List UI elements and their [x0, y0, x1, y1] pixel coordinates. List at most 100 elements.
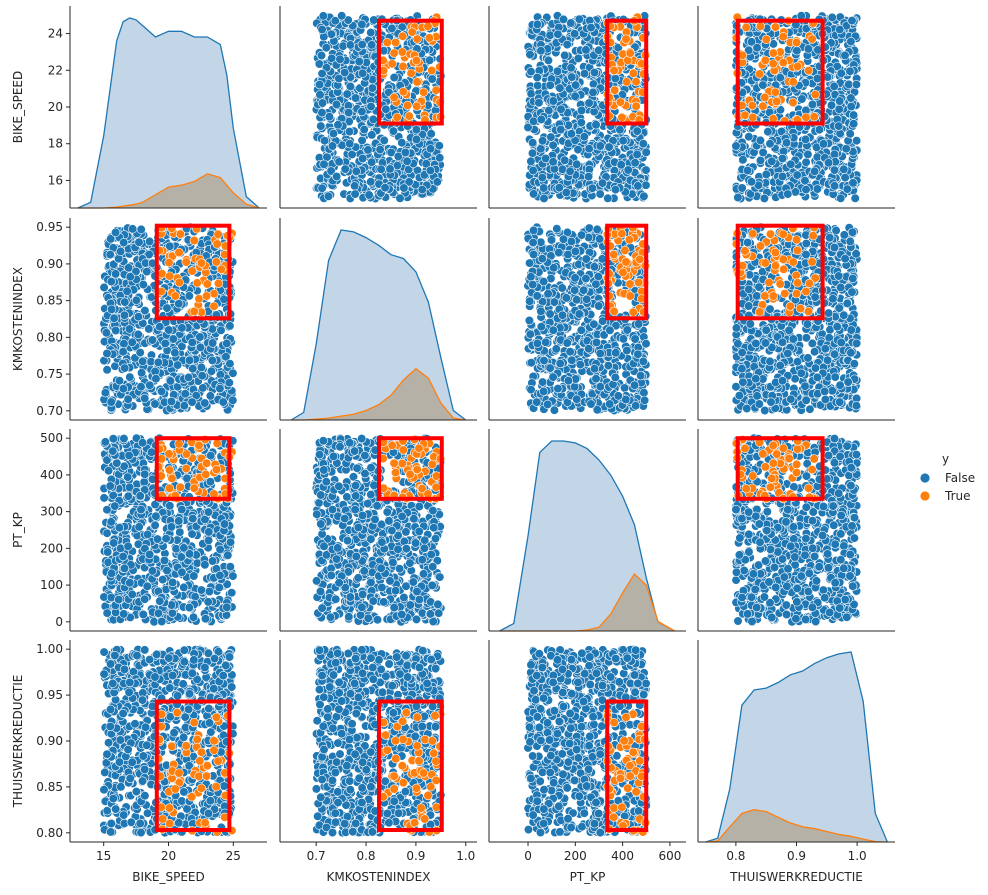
- point-false: [205, 391, 215, 401]
- point-false: [618, 136, 628, 146]
- point-true: [770, 22, 781, 32]
- panel-bike-speed-vs-kmkostenindex: [279, 6, 477, 209]
- point-false: [767, 156, 777, 166]
- point-false: [359, 125, 369, 135]
- point-false: [411, 125, 422, 135]
- y-tick-label: 16: [48, 173, 63, 187]
- point-false: [118, 347, 128, 357]
- point-false: [835, 96, 845, 106]
- y-tick-label: 18: [48, 137, 63, 151]
- point-false: [151, 374, 161, 384]
- point-false: [605, 399, 615, 409]
- point-true: [391, 37, 401, 48]
- point-true: [609, 306, 619, 317]
- point-false: [636, 371, 646, 381]
- point-false: [548, 140, 558, 150]
- point-false: [525, 296, 535, 306]
- point-false: [358, 68, 368, 78]
- point-false: [109, 313, 119, 323]
- point-false: [572, 159, 582, 169]
- point-false: [611, 348, 621, 358]
- point-true: [174, 277, 184, 288]
- point-false: [162, 303, 172, 313]
- point-false: [570, 80, 581, 90]
- point-false: [562, 39, 572, 50]
- point-false: [573, 53, 583, 64]
- point-true: [192, 278, 202, 288]
- point-false: [368, 114, 378, 124]
- point-false: [402, 156, 412, 166]
- point-false: [594, 45, 604, 55]
- point-false: [638, 139, 648, 149]
- point-false: [579, 68, 590, 79]
- point-false: [119, 238, 129, 248]
- point-false: [207, 355, 217, 366]
- point-false: [604, 142, 614, 152]
- point-false: [545, 363, 555, 373]
- point-true: [628, 307, 638, 317]
- kde-area-false: [77, 18, 260, 208]
- point-false: [106, 397, 116, 407]
- point-false: [526, 156, 536, 166]
- point-false: [317, 98, 328, 108]
- point-true: [631, 77, 641, 87]
- point-false: [809, 166, 820, 176]
- point-false: [168, 334, 178, 344]
- point-false: [350, 181, 360, 191]
- point-false: [536, 46, 546, 56]
- point-false: [573, 145, 583, 155]
- point-false: [574, 14, 584, 24]
- point-false: [138, 356, 148, 367]
- y-axis-label: BIKE_SPEED: [11, 71, 25, 143]
- point-false: [836, 193, 846, 203]
- point-false: [622, 325, 632, 335]
- point-false: [801, 185, 811, 195]
- point-false: [581, 45, 591, 55]
- point-true: [382, 37, 392, 48]
- point-false: [536, 114, 546, 124]
- point-false: [184, 291, 194, 301]
- point-false: [548, 325, 558, 335]
- point-true: [411, 55, 422, 66]
- point-false: [532, 291, 542, 301]
- point-false: [324, 112, 335, 122]
- point-true: [181, 257, 191, 267]
- point-false: [763, 127, 773, 137]
- point-false: [840, 173, 850, 183]
- point-false: [375, 145, 385, 155]
- point-false: [328, 129, 339, 139]
- point-false: [538, 386, 549, 397]
- point-false: [526, 272, 536, 282]
- point-false: [803, 44, 814, 54]
- point-true: [620, 245, 630, 255]
- point-false: [120, 363, 130, 373]
- point-false: [622, 345, 632, 356]
- point-false: [610, 185, 621, 195]
- point-false: [557, 310, 568, 320]
- point-false: [842, 184, 852, 194]
- point-false: [195, 342, 206, 353]
- point-true: [621, 257, 631, 267]
- point-false: [342, 89, 352, 99]
- point-false: [591, 374, 601, 384]
- point-false: [575, 360, 585, 370]
- point-false: [166, 396, 176, 407]
- point-true: [625, 48, 635, 58]
- point-true: [621, 34, 631, 44]
- point-false: [528, 238, 538, 248]
- point-false: [545, 80, 555, 90]
- point-false: [366, 27, 376, 38]
- kde-area-false: [291, 230, 466, 420]
- point-false: [586, 399, 596, 409]
- point-false: [145, 380, 155, 390]
- point-false: [570, 91, 580, 101]
- point-false: [581, 274, 591, 284]
- point-false: [570, 246, 581, 256]
- point-false: [315, 90, 325, 100]
- point-true: [431, 85, 441, 95]
- point-false: [110, 227, 121, 237]
- point-false: [173, 360, 183, 370]
- point-false: [567, 72, 577, 82]
- point-false: [536, 306, 546, 316]
